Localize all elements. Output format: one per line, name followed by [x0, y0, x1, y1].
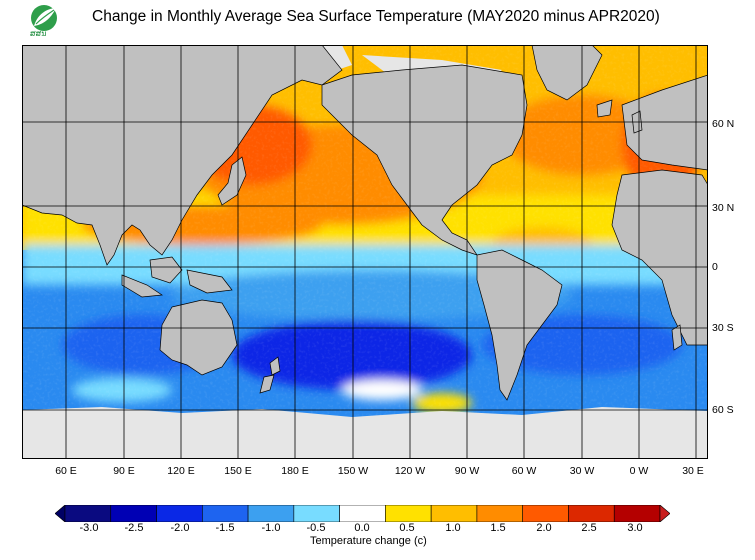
leaf-logo-icon — [31, 5, 57, 31]
colorbar-cell — [293, 505, 340, 522]
colorbar-label: Temperature change (c) — [310, 535, 427, 547]
colorbar-tick: -1.5 — [215, 522, 235, 534]
lon-label-90e: 90 E — [113, 465, 135, 477]
lon-label-120w: 120 W — [394, 465, 426, 477]
lon-label-30e: 30 E — [682, 465, 704, 477]
colorbar-cell — [430, 505, 478, 522]
colorbar-cell — [156, 505, 203, 522]
colorbar-cell — [247, 505, 295, 522]
lon-label-90w: 90 W — [454, 465, 480, 477]
lat-label-0: 0 — [712, 261, 718, 273]
logo-text: ສສນ — [30, 29, 47, 38]
colorbar-tick: 2.0 — [536, 522, 552, 534]
colorbar-tick: -2.5 — [124, 522, 144, 534]
lon-label-30w: 30 W — [569, 465, 595, 477]
lon-label-180e: 180 E — [281, 465, 309, 477]
sst-change-map — [22, 45, 708, 459]
colorbar-cell — [64, 505, 112, 522]
colorbar-cell — [110, 505, 157, 522]
colorbar-cell — [522, 505, 569, 522]
colorbar — [55, 505, 670, 522]
colorbar-cell — [568, 505, 615, 522]
colorbar-tick: 2.5 — [581, 522, 597, 534]
map-title: Change in Monthly Average Sea Surface Te… — [92, 8, 660, 25]
colorbar-cell — [339, 505, 386, 522]
colorbar-tick: -2.0 — [170, 522, 190, 534]
lon-label-150e: 150 E — [224, 465, 252, 477]
colorbar-cell — [476, 505, 523, 522]
lon-label-60w: 60 W — [511, 465, 537, 477]
colorbar-tick: 1.5 — [490, 522, 506, 534]
colorbar-tick: -0.5 — [306, 522, 326, 534]
colorbar-cell — [613, 505, 661, 522]
lat-label-30s: 30 S — [712, 322, 734, 334]
lon-label-150w: 150 W — [337, 465, 369, 477]
colorbar-cell — [202, 505, 249, 522]
colorbar-tick: -1.0 — [261, 522, 281, 534]
colorbar-tick: 0.5 — [399, 522, 415, 534]
colorbar-tick: 1.0 — [445, 522, 461, 534]
colorbar-tick: -3.0 — [79, 522, 99, 534]
colorbar-cell — [385, 505, 432, 522]
lon-label-0w: 0 W — [629, 465, 649, 477]
lon-label-60e: 60 E — [55, 465, 77, 477]
colorbar-low-arrow — [55, 505, 66, 522]
colorbar-tick: 3.0 — [627, 522, 643, 534]
lat-label-60s: 60 S — [712, 404, 734, 416]
lat-label-30n: 30 N — [712, 202, 735, 214]
lon-label-120e: 120 E — [167, 465, 195, 477]
colorbar-tick: 0.0 — [354, 522, 370, 534]
lat-label-60n: 60 N — [712, 118, 735, 130]
colorbar-high-arrow — [659, 505, 670, 522]
